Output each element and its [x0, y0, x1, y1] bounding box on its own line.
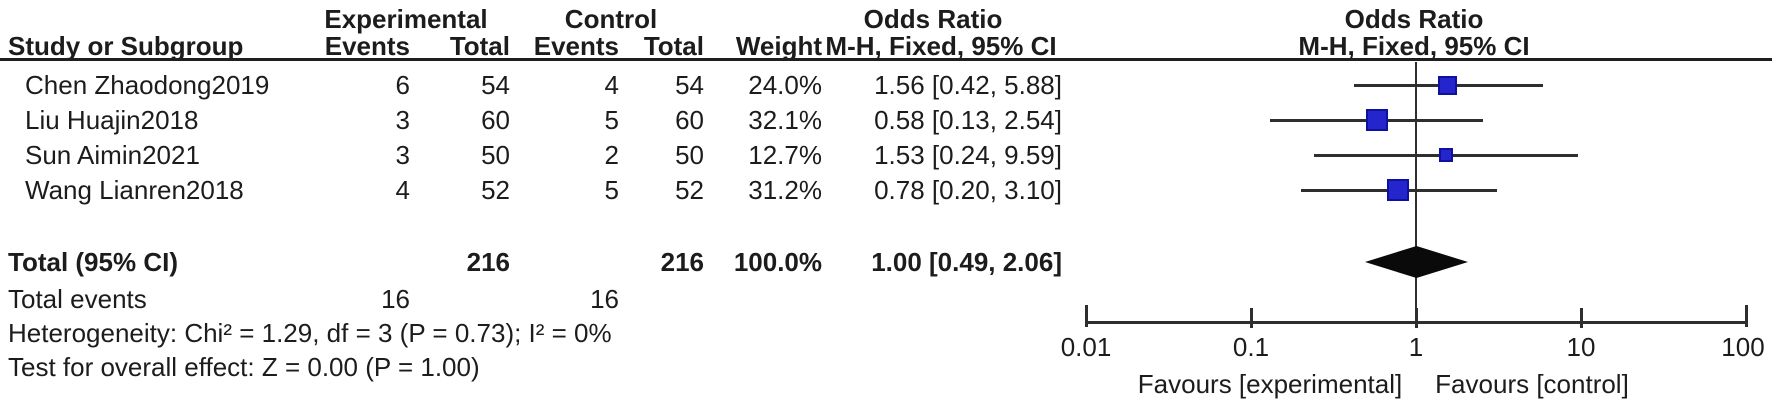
study-total-control: 52 [675, 175, 704, 205]
study-or-ci: 1.53 [0.24, 9.59] [874, 140, 1062, 170]
study-events-control: 2 [604, 140, 619, 170]
axis-tick [1580, 308, 1583, 328]
axis-tick-label: 100 [1721, 332, 1765, 362]
effect-square [1438, 75, 1457, 95]
column-group-control: Control [564, 4, 658, 34]
study-events-experimental: 6 [395, 70, 410, 100]
total-row-label: Total (95% CI) [8, 247, 178, 277]
column-header-events-control: Events [533, 31, 619, 61]
total-control-n: 216 [660, 247, 704, 277]
study-total-experimental: 52 [481, 175, 510, 205]
study-weight: 12.7% [748, 140, 822, 170]
favours-experimental-label: Favours [experimental] [1137, 369, 1403, 399]
study-total-control: 50 [675, 140, 704, 170]
axis-tick-label: 1 [1408, 332, 1424, 362]
study-weight: 31.2% [748, 175, 822, 205]
axis-tick [1415, 308, 1418, 328]
column-header-mh-ci: M-H, Fixed, 95% CI [825, 31, 1057, 61]
axis-tick [1745, 305, 1748, 327]
study-total-experimental: 54 [481, 70, 510, 100]
column-header-study: Study or Subgroup [8, 31, 244, 61]
axis-tick [1085, 305, 1088, 327]
plot-header-mh-ci: M-H, Fixed, 95% CI [1298, 31, 1530, 61]
favours-control-label: Favours [control] [1435, 369, 1629, 399]
no-effect-line [1415, 62, 1417, 326]
column-group-odds-ratio: Odds Ratio [863, 4, 1003, 34]
header-divider [0, 58, 1772, 61]
study-name: Liu Huajin2018 [25, 105, 199, 135]
study-total-experimental: 50 [481, 140, 510, 170]
study-name: Chen Zhaodong2019 [25, 70, 270, 100]
study-or-ci: 0.78 [0.20, 3.10] [874, 175, 1062, 205]
study-name: Wang Lianren2018 [25, 175, 244, 205]
study-total-control: 60 [675, 105, 704, 135]
study-total-control: 54 [675, 70, 704, 100]
study-events-control: 5 [604, 105, 619, 135]
study-events-experimental: 3 [395, 105, 410, 135]
study-events-control: 4 [604, 70, 619, 100]
study-or-ci: 1.56 [0.42, 5.88] [874, 70, 1062, 100]
total-events-label: Total events [8, 284, 147, 314]
overall-effect-stat: Test for overall effect: Z = 0.00 (P = 1… [8, 352, 480, 382]
study-events-control: 5 [604, 175, 619, 205]
effect-square [1366, 109, 1388, 131]
study-name: Sun Aimin2021 [25, 140, 200, 170]
total-events-control: 16 [590, 284, 619, 314]
column-group-experimental: Experimental [324, 4, 488, 34]
total-experimental-n: 216 [466, 247, 510, 277]
axis-tick-label: 10 [1566, 332, 1596, 362]
plot-title-odds-ratio: Odds Ratio [1344, 4, 1484, 34]
effect-square [1439, 148, 1453, 162]
column-header-weight: Weight [735, 31, 822, 61]
study-or-ci: 0.58 [0.13, 2.54] [874, 105, 1062, 135]
column-header-total-control: Total [643, 31, 704, 61]
total-or-ci: 1.00 [0.49, 2.06] [871, 247, 1062, 277]
total-events-experimental: 16 [381, 284, 410, 314]
study-weight: 32.1% [748, 105, 822, 135]
study-weight: 24.0% [748, 70, 822, 100]
axis-tick-label: 0.01 [1060, 332, 1112, 362]
axis-tick [1250, 308, 1253, 328]
axis-tick-label: 0.1 [1232, 332, 1270, 362]
study-events-experimental: 4 [395, 175, 410, 205]
heterogeneity-stat: Heterogeneity: Chi² = 1.29, df = 3 (P = … [8, 318, 612, 348]
study-total-experimental: 60 [481, 105, 510, 135]
effect-square [1387, 179, 1409, 201]
total-weight: 100.0% [733, 247, 822, 277]
summary-diamond [1365, 246, 1468, 278]
column-header-total-experimental: Total [449, 31, 510, 61]
column-header-events-experimental: Events [324, 31, 410, 61]
study-events-experimental: 3 [395, 140, 410, 170]
